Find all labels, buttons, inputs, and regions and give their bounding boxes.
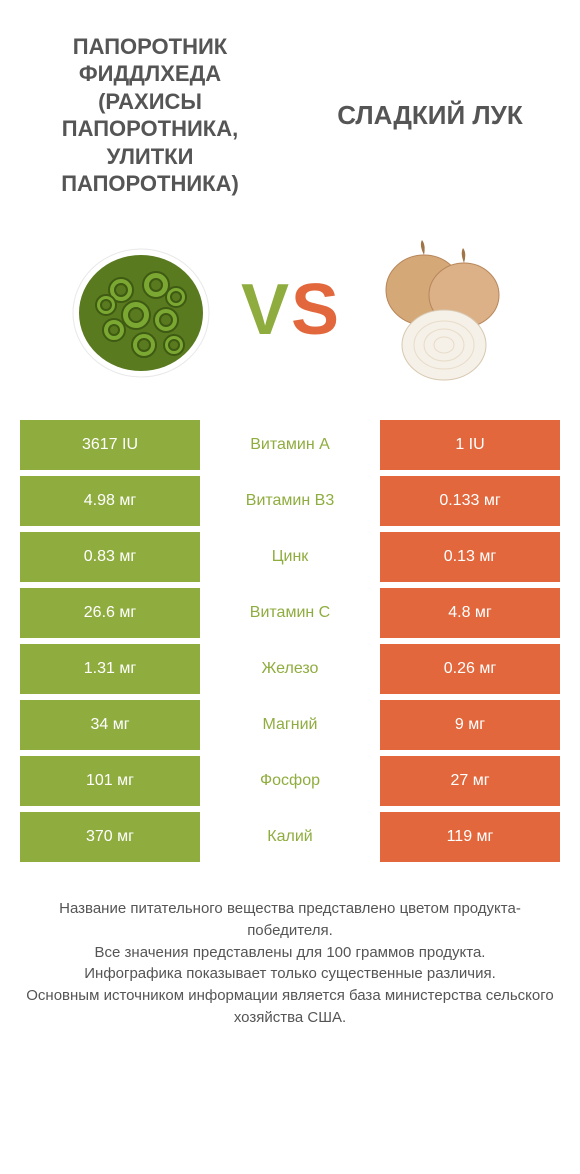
vs-label: V S <box>241 269 339 351</box>
left-food-image <box>61 235 221 385</box>
right-value-cell: 27 мг <box>380 756 560 806</box>
left-value-cell: 34 мг <box>20 700 200 750</box>
nutrient-label-cell: Витамин B3 <box>200 476 380 526</box>
left-value-cell: 1.31 мг <box>20 644 200 694</box>
right-value-cell: 4.8 мг <box>380 588 560 638</box>
nutrient-label-cell: Калий <box>200 812 380 862</box>
right-value-cell: 1 IU <box>380 420 560 470</box>
left-value-cell: 3617 IU <box>20 420 200 470</box>
left-value-cell: 4.98 мг <box>20 476 200 526</box>
nutrient-label-cell: Цинк <box>200 532 380 582</box>
left-value-cell: 0.83 мг <box>20 532 200 582</box>
infographic-container: ПАПОРОТНИК ФИДДЛХЕДА (РАХИСЫ ПАПОРОТНИКА… <box>0 0 580 1174</box>
table-row: 34 мгМагний9 мг <box>20 700 560 750</box>
nutrient-label-cell: Витамин A <box>200 420 380 470</box>
nutrient-label-cell: Магний <box>200 700 380 750</box>
table-row: 26.6 мгВитамин C4.8 мг <box>20 588 560 638</box>
comparison-table: 3617 IUВитамин A1 IU 4.98 мгВитамин B30.1… <box>0 420 580 868</box>
footer-line: Название питательного вещества представл… <box>20 898 560 942</box>
nutrient-label-cell: Железо <box>200 644 380 694</box>
table-row: 370 мгКалий119 мг <box>20 812 560 862</box>
vs-s: S <box>291 269 339 351</box>
vs-row: V S <box>0 220 580 420</box>
footer-line: Инфографика показывает только существенн… <box>20 963 560 985</box>
footer-line: Все значения представлены для 100 граммо… <box>20 942 560 964</box>
table-row: 1.31 мгЖелезо0.26 мг <box>20 644 560 694</box>
vs-v: V <box>241 269 289 351</box>
left-food-title: ПАПОРОТНИК ФИДДЛХЕДА (РАХИСЫ ПАПОРОТНИКА… <box>30 33 270 198</box>
left-value-cell: 101 мг <box>20 756 200 806</box>
table-row: 0.83 мгЦинк0.13 мг <box>20 532 560 582</box>
right-value-cell: 0.13 мг <box>380 532 560 582</box>
right-value-cell: 9 мг <box>380 700 560 750</box>
left-value-cell: 370 мг <box>20 812 200 862</box>
table-row: 101 мгФосфор27 мг <box>20 756 560 806</box>
right-food-image <box>359 235 519 385</box>
right-value-cell: 0.26 мг <box>380 644 560 694</box>
header: ПАПОРОТНИК ФИДДЛХЕДА (РАХИСЫ ПАПОРОТНИКА… <box>0 0 580 220</box>
right-value-cell: 0.133 мг <box>380 476 560 526</box>
right-value-cell: 119 мг <box>380 812 560 862</box>
nutrient-label-cell: Фосфор <box>200 756 380 806</box>
footer-line: Основным источником информации является … <box>20 985 560 1029</box>
nutrient-label-cell: Витамин C <box>200 588 380 638</box>
right-food-title: СЛАДКИЙ ЛУК <box>310 99 550 132</box>
table-row: 3617 IUВитамин A1 IU <box>20 420 560 470</box>
footer: Название питательного вещества представл… <box>0 868 580 1049</box>
left-value-cell: 26.6 мг <box>20 588 200 638</box>
table-row: 4.98 мгВитамин B30.133 мг <box>20 476 560 526</box>
